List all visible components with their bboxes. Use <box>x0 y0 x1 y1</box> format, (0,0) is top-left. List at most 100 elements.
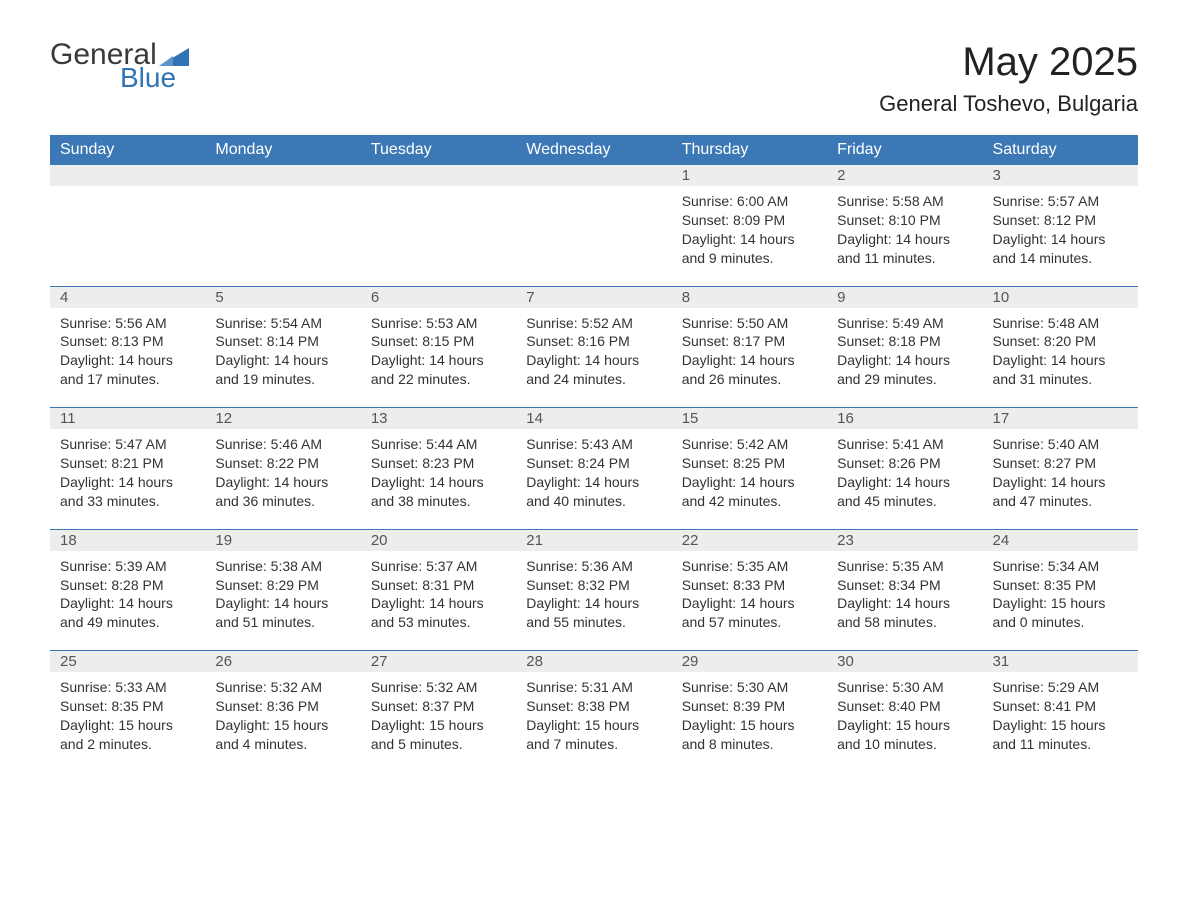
day-content-cell: Sunrise: 6:00 AMSunset: 8:09 PMDaylight:… <box>672 186 827 286</box>
day-number-cell: 22 <box>672 530 827 551</box>
weekday-header: Friday <box>827 135 982 165</box>
day-content-cell: Sunrise: 5:36 AMSunset: 8:32 PMDaylight:… <box>516 551 671 651</box>
day-number-cell: 31 <box>983 651 1138 672</box>
day-content-cell: Sunrise: 5:31 AMSunset: 8:38 PMDaylight:… <box>516 672 671 772</box>
day-number-cell: 4 <box>50 287 205 308</box>
sunset-line: Sunset: 8:37 PM <box>371 697 506 716</box>
month-title: May 2025 <box>879 40 1138 85</box>
sunrise-line: Sunrise: 5:41 AM <box>837 435 972 454</box>
sunrise-line: Sunrise: 5:57 AM <box>993 192 1128 211</box>
sunset-line: Sunset: 8:24 PM <box>526 454 661 473</box>
sunset-line: Sunset: 8:14 PM <box>215 332 350 351</box>
sunrise-line: Sunrise: 5:54 AM <box>215 314 350 333</box>
daylight-line: Daylight: 14 hours and 58 minutes. <box>837 594 972 632</box>
sunset-line: Sunset: 8:33 PM <box>682 576 817 595</box>
daylight-line: Daylight: 14 hours and 57 minutes. <box>682 594 817 632</box>
sunset-line: Sunset: 8:10 PM <box>837 211 972 230</box>
sunset-line: Sunset: 8:26 PM <box>837 454 972 473</box>
sunrise-line: Sunrise: 5:52 AM <box>526 314 661 333</box>
sunrise-line: Sunrise: 5:53 AM <box>371 314 506 333</box>
weekday-header: Saturday <box>983 135 1138 165</box>
daylight-line: Daylight: 15 hours and 4 minutes. <box>215 716 350 754</box>
day-number-cell <box>361 165 516 186</box>
sunrise-line: Sunrise: 5:30 AM <box>837 678 972 697</box>
sunrise-line: Sunrise: 5:39 AM <box>60 557 195 576</box>
day-content-row: Sunrise: 6:00 AMSunset: 8:09 PMDaylight:… <box>50 186 1138 286</box>
sunset-line: Sunset: 8:36 PM <box>215 697 350 716</box>
day-content-cell: Sunrise: 5:40 AMSunset: 8:27 PMDaylight:… <box>983 429 1138 529</box>
day-number-cell: 2 <box>827 165 982 186</box>
day-number-cell: 18 <box>50 530 205 551</box>
day-number-cell: 21 <box>516 530 671 551</box>
day-number-row: 123 <box>50 165 1138 186</box>
day-content-cell: Sunrise: 5:58 AMSunset: 8:10 PMDaylight:… <box>827 186 982 286</box>
sunset-line: Sunset: 8:16 PM <box>526 332 661 351</box>
sunrise-line: Sunrise: 5:33 AM <box>60 678 195 697</box>
day-content-cell: Sunrise: 5:46 AMSunset: 8:22 PMDaylight:… <box>205 429 360 529</box>
daylight-line: Daylight: 14 hours and 17 minutes. <box>60 351 195 389</box>
day-content-cell: Sunrise: 5:57 AMSunset: 8:12 PMDaylight:… <box>983 186 1138 286</box>
day-content-cell: Sunrise: 5:50 AMSunset: 8:17 PMDaylight:… <box>672 308 827 408</box>
day-content-cell: Sunrise: 5:32 AMSunset: 8:36 PMDaylight:… <box>205 672 360 772</box>
day-number-cell: 26 <box>205 651 360 672</box>
weekday-header: Tuesday <box>361 135 516 165</box>
day-number-cell: 14 <box>516 408 671 429</box>
day-content-row: Sunrise: 5:33 AMSunset: 8:35 PMDaylight:… <box>50 672 1138 772</box>
sunrise-line: Sunrise: 5:30 AM <box>682 678 817 697</box>
title-block: May 2025 General Toshevo, Bulgaria <box>879 40 1138 117</box>
daylight-line: Daylight: 15 hours and 0 minutes. <box>993 594 1128 632</box>
header: General Blue May 2025 General Toshevo, B… <box>50 40 1138 117</box>
day-number-cell: 17 <box>983 408 1138 429</box>
daylight-line: Daylight: 14 hours and 26 minutes. <box>682 351 817 389</box>
day-number-row: 18192021222324 <box>50 530 1138 551</box>
day-content-row: Sunrise: 5:39 AMSunset: 8:28 PMDaylight:… <box>50 551 1138 651</box>
sunset-line: Sunset: 8:27 PM <box>993 454 1128 473</box>
day-number-cell: 19 <box>205 530 360 551</box>
daylight-line: Daylight: 14 hours and 19 minutes. <box>215 351 350 389</box>
sunset-line: Sunset: 8:39 PM <box>682 697 817 716</box>
day-content-row: Sunrise: 5:56 AMSunset: 8:13 PMDaylight:… <box>50 308 1138 408</box>
sunset-line: Sunset: 8:41 PM <box>993 697 1128 716</box>
sunrise-line: Sunrise: 6:00 AM <box>682 192 817 211</box>
day-number-cell: 15 <box>672 408 827 429</box>
daylight-line: Daylight: 14 hours and 9 minutes. <box>682 230 817 268</box>
day-number-cell: 9 <box>827 287 982 308</box>
day-number-cell: 28 <box>516 651 671 672</box>
daylight-line: Daylight: 14 hours and 49 minutes. <box>60 594 195 632</box>
sunrise-line: Sunrise: 5:48 AM <box>993 314 1128 333</box>
day-number-cell: 23 <box>827 530 982 551</box>
daylight-line: Daylight: 15 hours and 10 minutes. <box>837 716 972 754</box>
sunset-line: Sunset: 8:35 PM <box>993 576 1128 595</box>
day-number-cell: 10 <box>983 287 1138 308</box>
day-number-cell: 6 <box>361 287 516 308</box>
sunrise-line: Sunrise: 5:46 AM <box>215 435 350 454</box>
sunrise-line: Sunrise: 5:38 AM <box>215 557 350 576</box>
day-content-cell <box>205 186 360 286</box>
day-number-cell: 8 <box>672 287 827 308</box>
sunrise-line: Sunrise: 5:50 AM <box>682 314 817 333</box>
sunrise-line: Sunrise: 5:44 AM <box>371 435 506 454</box>
sunrise-line: Sunrise: 5:47 AM <box>60 435 195 454</box>
day-content-cell: Sunrise: 5:53 AMSunset: 8:15 PMDaylight:… <box>361 308 516 408</box>
daylight-line: Daylight: 14 hours and 38 minutes. <box>371 473 506 511</box>
sunset-line: Sunset: 8:34 PM <box>837 576 972 595</box>
calendar-table: SundayMondayTuesdayWednesdayThursdayFrid… <box>50 135 1138 772</box>
day-content-cell: Sunrise: 5:39 AMSunset: 8:28 PMDaylight:… <box>50 551 205 651</box>
daylight-line: Daylight: 14 hours and 29 minutes. <box>837 351 972 389</box>
daylight-line: Daylight: 14 hours and 55 minutes. <box>526 594 661 632</box>
day-number-cell <box>516 165 671 186</box>
day-content-cell: Sunrise: 5:38 AMSunset: 8:29 PMDaylight:… <box>205 551 360 651</box>
sunset-line: Sunset: 8:18 PM <box>837 332 972 351</box>
weekday-header: Monday <box>205 135 360 165</box>
sunrise-line: Sunrise: 5:32 AM <box>371 678 506 697</box>
daylight-line: Daylight: 14 hours and 40 minutes. <box>526 473 661 511</box>
day-content-cell: Sunrise: 5:37 AMSunset: 8:31 PMDaylight:… <box>361 551 516 651</box>
sunset-line: Sunset: 8:31 PM <box>371 576 506 595</box>
sunset-line: Sunset: 8:09 PM <box>682 211 817 230</box>
day-content-cell <box>50 186 205 286</box>
day-number-cell: 24 <box>983 530 1138 551</box>
day-content-cell: Sunrise: 5:34 AMSunset: 8:35 PMDaylight:… <box>983 551 1138 651</box>
sunrise-line: Sunrise: 5:40 AM <box>993 435 1128 454</box>
day-content-cell: Sunrise: 5:35 AMSunset: 8:34 PMDaylight:… <box>827 551 982 651</box>
daylight-line: Daylight: 14 hours and 51 minutes. <box>215 594 350 632</box>
